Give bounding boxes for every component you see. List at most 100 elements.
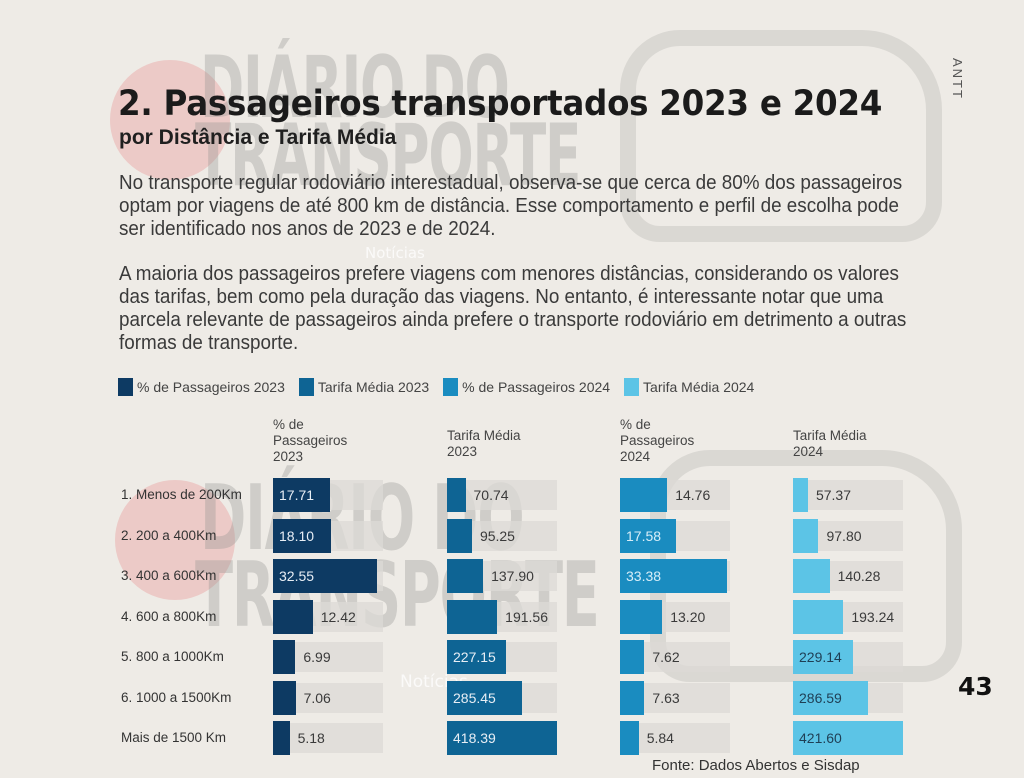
bar	[793, 518, 819, 553]
column-header-line: 2024	[620, 449, 651, 464]
legend-label: % de Passageiros 2024	[462, 379, 611, 395]
data-label: 33.38	[626, 568, 662, 584]
data-label: 17.58	[626, 527, 662, 544]
data-label: 229.14	[799, 649, 842, 665]
data-label: 17.71	[279, 487, 315, 503]
bar	[620, 559, 727, 593]
category-label: 3. 400 a 600Km	[121, 568, 217, 583]
data-label: 32.55	[279, 568, 315, 584]
legend-item: % de Passageiros 2023	[118, 378, 285, 396]
bar	[620, 478, 668, 512]
side-label: ANTT	[950, 58, 965, 100]
column-header-line: 2024	[793, 444, 824, 459]
watermark-noticias: Notícias	[365, 244, 425, 262]
data-label: 193.24	[851, 608, 895, 625]
bar	[447, 721, 557, 755]
data-label: 137.90	[491, 568, 534, 584]
data-label: 227.15	[453, 649, 496, 665]
data-label: 7.62	[652, 649, 680, 665]
paragraph-2: A maioria dos passageiros prefere viagen…	[119, 262, 907, 354]
legend-swatch	[298, 378, 314, 396]
data-label: 7.63	[652, 689, 680, 706]
bar	[273, 680, 296, 715]
legend-label: Tarifa Média 2024	[643, 379, 755, 395]
bar	[447, 478, 466, 512]
page-subtitle: por Distância e Tarifa Média	[119, 126, 397, 149]
legend-item: Tarifa Média 2023	[298, 378, 430, 396]
bar	[793, 721, 903, 755]
column-header-line: % de	[273, 417, 304, 432]
bar	[447, 680, 522, 715]
column-header-line: Tarifa Média	[793, 428, 867, 443]
bar	[273, 640, 296, 674]
data-label: 70.74	[473, 487, 509, 503]
legend-swatch	[624, 378, 640, 396]
bar	[273, 559, 378, 593]
data-label: 191.56	[505, 608, 548, 625]
bar	[273, 721, 290, 755]
data-label: 418.39	[453, 730, 496, 746]
column-header-line: Passageiros	[620, 433, 695, 448]
paragraph-1: No transporte regular rodoviário interes…	[119, 171, 903, 240]
column-header-line: % de	[620, 417, 651, 432]
bar	[273, 478, 330, 512]
data-label: 95.25	[479, 527, 515, 544]
legend-item: Tarifa Média 2024	[624, 378, 754, 396]
category-label: 2. 200 a 400Km	[121, 527, 217, 543]
category-label: Mais de 1500 Km	[121, 730, 227, 745]
data-label: 5.18	[297, 730, 325, 746]
legend-swatch	[118, 378, 133, 396]
bar	[447, 559, 484, 593]
bar	[447, 640, 507, 674]
data-label: 6.99	[303, 649, 331, 665]
data-label: 421.60	[799, 730, 842, 746]
data-label: 14.76	[675, 487, 711, 503]
bar	[620, 680, 645, 715]
legend-label: Tarifa Média 2023	[317, 379, 430, 395]
column-header: % de Passageiros 2023	[273, 417, 347, 465]
data-label: 97.80	[826, 527, 862, 544]
bar	[793, 478, 808, 512]
bar	[447, 518, 472, 553]
data-label: 57.37	[815, 487, 851, 503]
data-label: 5.84	[646, 730, 674, 746]
legend-label: % de Passageiros 2023	[137, 379, 285, 395]
data-label: 13.20	[670, 608, 706, 625]
bar	[620, 599, 663, 634]
column-header: Tarifa Média 2024	[793, 428, 867, 460]
bar	[793, 599, 844, 634]
bar	[620, 518, 677, 553]
bar	[793, 559, 830, 593]
column-header-line: Passageiros	[273, 433, 348, 448]
bar-track	[273, 723, 383, 753]
category-label: 1. Menos de 200Km	[121, 487, 242, 502]
data-label: 140.28	[837, 568, 881, 584]
data-label: 7.06	[303, 689, 331, 706]
page-title: 2. Passageiros transportados 2023 e 2024	[118, 84, 883, 124]
column-header-line: 2023	[447, 444, 478, 459]
legend-swatch	[443, 378, 459, 396]
chart-legend: % de Passageiros 2023 Tarifa Média 2023 …	[118, 378, 768, 396]
category-label: 6. 1000 a 1500Km	[121, 689, 232, 705]
bar	[620, 640, 645, 674]
bar	[620, 721, 639, 755]
page-number: 43	[958, 672, 993, 701]
column-header-line: Tarifa Média	[447, 428, 521, 443]
column-header: % de Passageiros 2024	[620, 417, 694, 465]
data-label: 286.59	[799, 689, 842, 706]
bar	[273, 518, 331, 553]
data-label: 18.10	[279, 527, 315, 544]
category-label: 4. 600 a 800Km	[121, 608, 217, 624]
data-label: 285.45	[453, 689, 496, 706]
column-header: Tarifa Média 2023	[447, 428, 521, 460]
bar	[793, 680, 868, 715]
data-label: 12.42	[320, 608, 356, 625]
bar	[793, 640, 853, 674]
legend-item: % de Passageiros 2024	[443, 378, 610, 396]
category-label: 5. 800 a 1000Km	[121, 649, 224, 664]
bar	[447, 599, 498, 634]
source-note: Fonte: Dados Abertos e Sisdap	[652, 757, 860, 774]
bar	[273, 599, 313, 634]
bar-track	[793, 480, 903, 510]
column-header-line: 2023	[273, 449, 304, 464]
